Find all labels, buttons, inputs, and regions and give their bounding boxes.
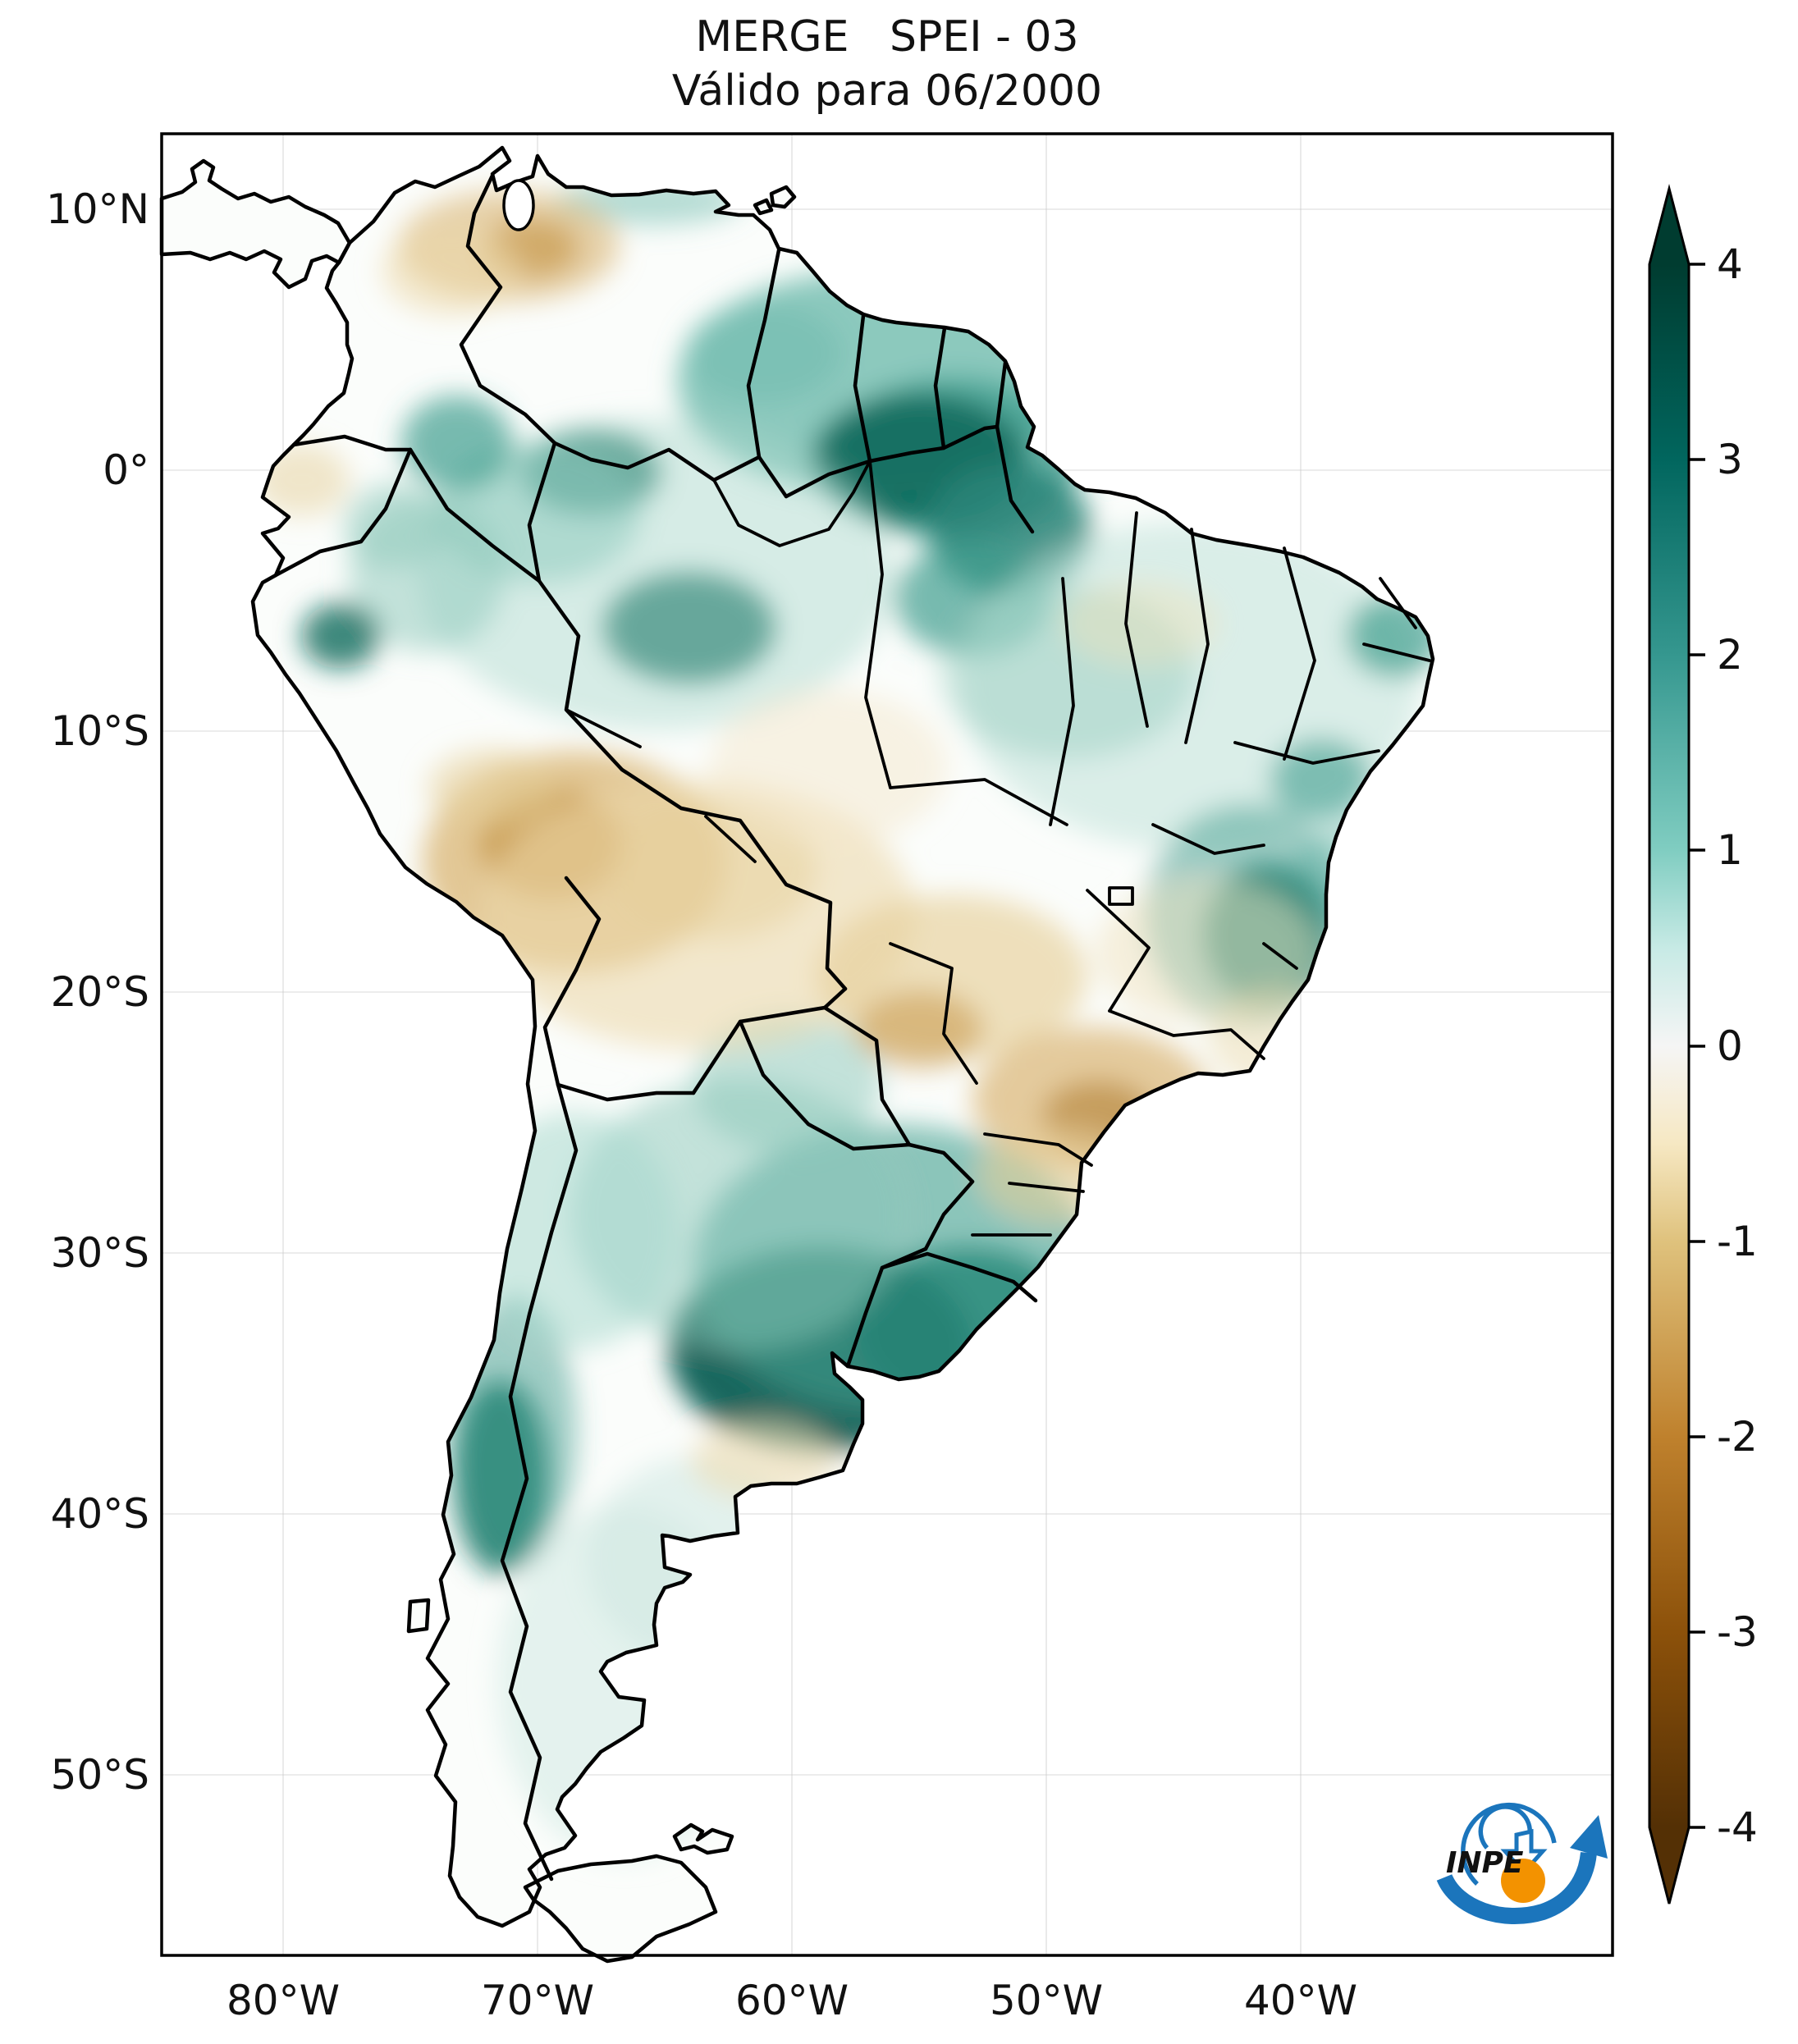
colorbar-label-2: 2 [1717, 631, 1743, 679]
inpe-logo-orange-globe [1501, 1859, 1545, 1903]
colorbar-label-3: 3 [1717, 436, 1743, 483]
country-borders [273, 173, 1038, 1882]
figure-title: MERGE SPEI - 03 [695, 12, 1078, 62]
lake-maracaibo [502, 179, 535, 231]
state-borders [565, 460, 1431, 1237]
lon-label-50w: 50°W [990, 1977, 1103, 2024]
lat-label-0: 0° [103, 446, 149, 494]
lat-label-40s: 40°S [51, 1490, 149, 1538]
colorbar-extend-top [1649, 189, 1689, 264]
colorbar-tick-labels: 4 3 2 1 0 -1 -2 -3 -4 [1717, 240, 1758, 1851]
colorbar-label-m1: -1 [1717, 1218, 1758, 1265]
lat-axis: 10°N 0° 10°S 20°S 30°S 40°S 50°S [46, 185, 149, 1799]
figure-subtitle: Válido para 06/2000 [672, 66, 1102, 116]
coastlines [162, 148, 1433, 1961]
colorbar-ticks [1689, 263, 1705, 1829]
map-panel: INPE [160, 132, 1614, 1961]
colorbar-gradient [1649, 264, 1689, 1827]
inpe-logo-inner-arc [1478, 1804, 1533, 1850]
colorbar-label-1: 1 [1717, 826, 1743, 874]
lon-label-40w: 40°W [1244, 1977, 1357, 2024]
colorbar-label-0: 0 [1717, 1022, 1743, 1070]
inpe-logo-swoosh-arrow [1436, 1851, 1597, 1925]
map-frame [160, 132, 1614, 1957]
lon-label-70w: 70°W [481, 1977, 594, 2024]
lon-label-80w: 80°W [226, 1977, 340, 2024]
colorbar-label-m4: -4 [1717, 1804, 1758, 1851]
colorbar: 4 3 2 1 0 -1 -2 -3 -4 [1648, 184, 1758, 1905]
lat-label-10s: 10°S [51, 707, 149, 755]
colorbar-extend-bottom [1649, 1827, 1689, 1904]
lat-label-20s: 20°S [51, 968, 149, 1016]
colorbar-label-4: 4 [1717, 240, 1743, 288]
lon-label-60w: 60°W [735, 1977, 849, 2024]
lat-label-50s: 50°S [51, 1751, 149, 1799]
inpe-logo-orbit-arc [1461, 1802, 1557, 1886]
inpe-logo: INPE [1436, 1802, 1608, 1925]
spei-anomaly-field [254, 176, 1433, 1859]
lat-label-10n: 10°N [46, 185, 149, 233]
lat-label-30s: 30°S [51, 1229, 149, 1277]
lon-axis: 80°W 70°W 60°W 50°W 40°W [226, 1977, 1357, 2024]
inpe-logo-text: INPE [1446, 1846, 1524, 1880]
colorbar-label-m3: -3 [1717, 1608, 1758, 1656]
inpe-logo-arrowhead-icon [1570, 1815, 1608, 1859]
colorbar-label-m2: -2 [1717, 1413, 1758, 1461]
